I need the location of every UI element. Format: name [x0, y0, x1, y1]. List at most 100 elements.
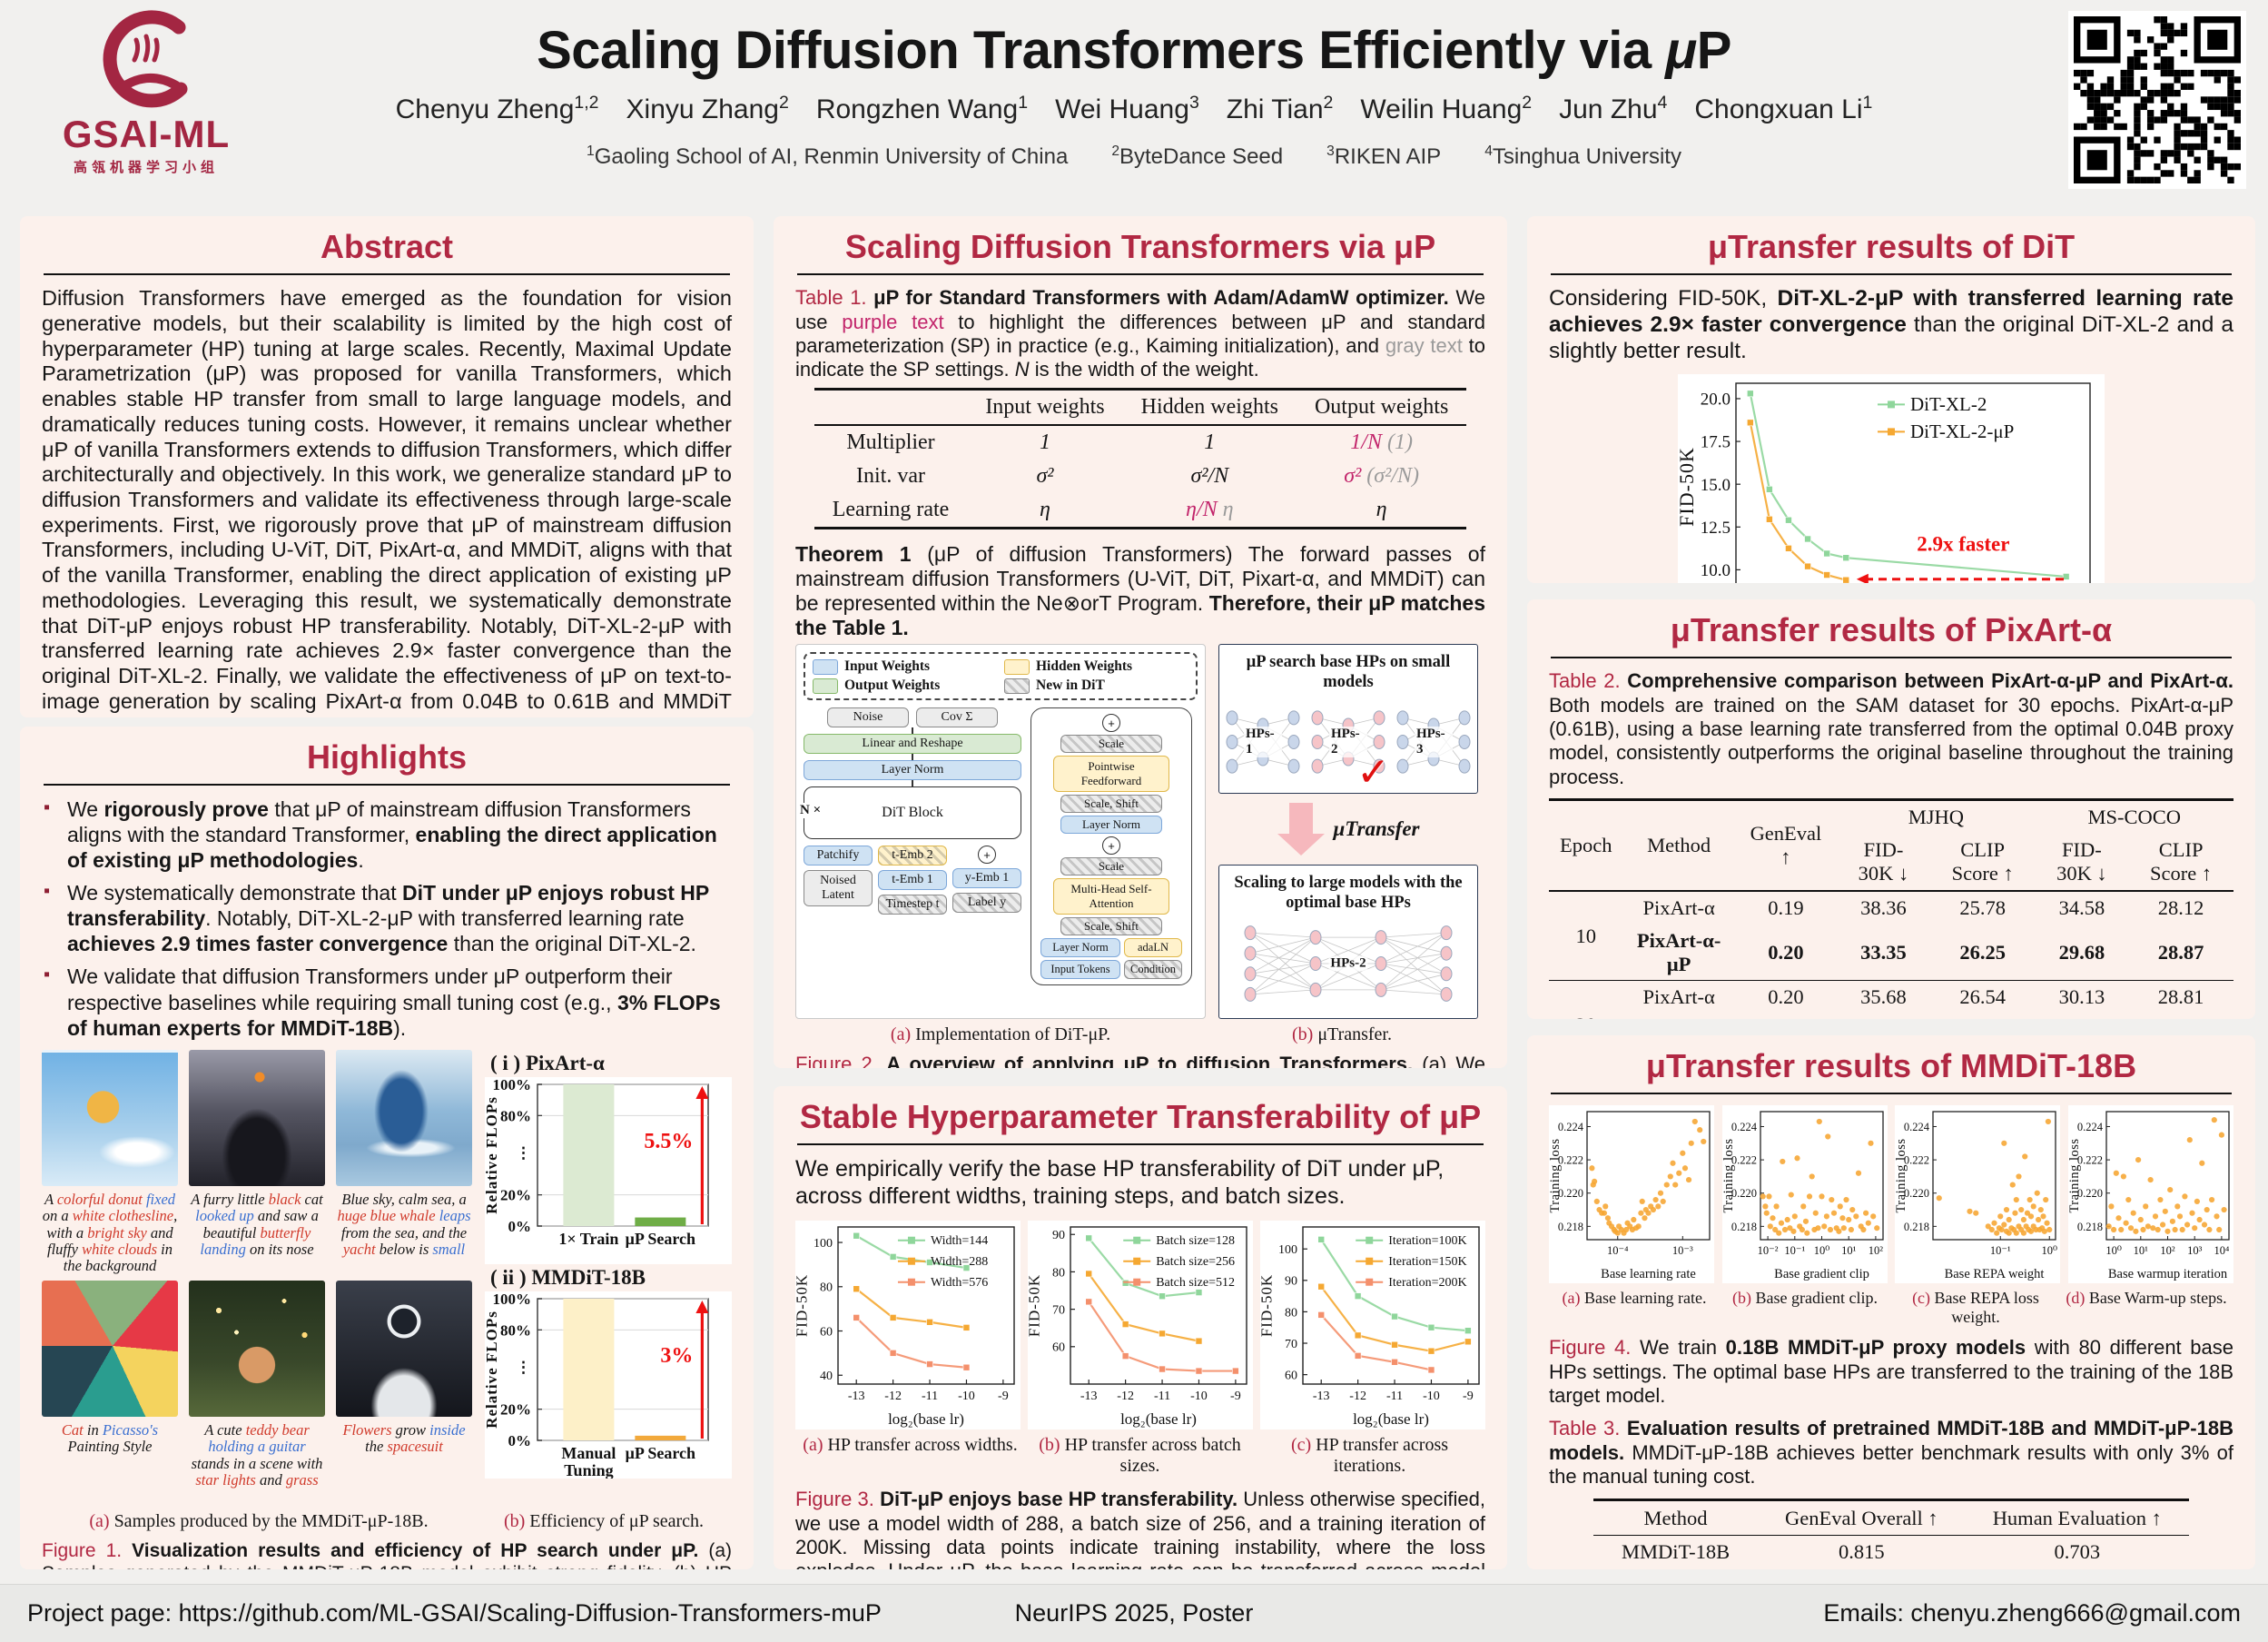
- legend-swatch-icon: [1004, 678, 1030, 694]
- table2-group-header: MJHQ: [1908, 806, 1964, 829]
- divider: [797, 273, 1484, 276]
- text-fragment: η: [1376, 497, 1387, 521]
- divider: [1551, 657, 2232, 659]
- poster-title: Scaling Diffusion Transformers Efficient…: [0, 20, 2268, 81]
- table2-value: 25.78: [1959, 895, 2006, 919]
- text-fragment: We systematically demonstrate that: [67, 881, 402, 905]
- text-fragment: Therefore, their μP matches the Table 1.: [795, 591, 1485, 640]
- table2-value: 28.81: [2157, 985, 2204, 1009]
- bar-chart-title-pixart: ( i ) PixArt-α: [490, 1051, 605, 1074]
- chart-text: 0.224: [1558, 1121, 1584, 1133]
- scatter-point: [1997, 1213, 2004, 1220]
- network-icon: HPs-2 ✓: [1310, 698, 1390, 792]
- text-fragment: achieves 2.9 times faster convergence: [67, 932, 449, 956]
- scatter-point: [1994, 1230, 2000, 1236]
- data-point: [1354, 1352, 1362, 1360]
- highlight-bullet: We rigorously prove that μP of mainstrea…: [44, 796, 732, 873]
- figure1-caption: Figure 1. Visualization results and effi…: [42, 1539, 732, 1569]
- text-fragment: star lights: [195, 1471, 256, 1489]
- text-fragment: Figure 2.: [795, 1053, 878, 1068]
- input-tokens-box: Input Tokens: [1040, 960, 1120, 980]
- data-point: [889, 1253, 897, 1261]
- text-fragment: (a): [890, 1024, 912, 1044]
- theorem1: Theorem 1 (μP of diffusion Transformers)…: [795, 542, 1485, 641]
- chart-text: 60: [1285, 1370, 1297, 1383]
- scatter-point: [2046, 1227, 2053, 1233]
- legend-entry: Width=288: [931, 1255, 988, 1269]
- chart-text: 90: [1285, 1275, 1297, 1289]
- scatter-point: [1604, 1215, 1612, 1222]
- chart-text: -10: [958, 1390, 975, 1403]
- sample-image-whale: [336, 1049, 472, 1186]
- text-fragment: Table 3.: [1549, 1417, 1621, 1440]
- scatter-point: [2216, 1227, 2223, 1233]
- legend-swatch-icon: [813, 658, 838, 675]
- scatter-point: [1670, 1160, 1676, 1167]
- logo-name: GSAI-ML: [62, 113, 231, 155]
- chart-text: 0.222: [2077, 1154, 2103, 1167]
- text-fragment: rigorously prove: [104, 797, 269, 822]
- poster-authors: Chenyu Zheng1,2 Xinyu Zhang2 Rongzhen Wa…: [0, 93, 2268, 125]
- chart-text: -11: [1154, 1390, 1170, 1403]
- data-point: [1785, 516, 1792, 524]
- text-fragment: (σ²/N): [1361, 463, 1419, 488]
- scatter-point: [1848, 1227, 1854, 1233]
- text-fragment: to indicate the SP settings.: [795, 333, 1485, 381]
- scatter-point: [1967, 1208, 1973, 1215]
- scatter-point: [2140, 1227, 2146, 1233]
- scatter-point: [1767, 1223, 1773, 1230]
- label-y-box: Label y: [952, 893, 1021, 914]
- text-fragment: Flowers: [342, 1420, 392, 1439]
- chart-text: ⋮: [516, 1358, 531, 1375]
- scatter-point: [2046, 1119, 2052, 1125]
- scatter-point: [1657, 1190, 1664, 1197]
- scatter-point: [2034, 1190, 2041, 1197]
- data-point: [1766, 515, 1773, 523]
- table2-value: 35.68: [1860, 985, 1907, 1009]
- data-point: [1804, 562, 1811, 570]
- scatter-point: [2038, 1207, 2045, 1213]
- line-chart-svg: -13 -12 -11 -10 -9 40 60 80 100 log₂(base lr) FID-…: [794, 1226, 1015, 1428]
- scatter-point: [1589, 1165, 1595, 1172]
- text-fragment: Comprehensive comparison between PixArt-…: [1620, 669, 2233, 693]
- chart-text: 10⁻¹: [1990, 1244, 2011, 1257]
- dit-block-detail: + Scale Pointwise Feedforward Scale, Shi…: [1030, 707, 1192, 986]
- table3-value: 0.715: [1966, 1568, 2189, 1569]
- scatter-point: [1788, 1192, 1794, 1198]
- chart-text: 70: [1052, 1304, 1065, 1318]
- data-point: [962, 1364, 971, 1371]
- sample-image-cat-butterfly: [189, 1049, 325, 1186]
- scatter-point: [1771, 1227, 1778, 1233]
- scatter-point: [2208, 1197, 2215, 1203]
- table1-cell: 1: [967, 425, 1122, 460]
- legend-item: New in DiT: [1004, 678, 1188, 694]
- scatter-point: [1761, 1203, 1769, 1210]
- text-fragment: on a: [42, 1207, 73, 1225]
- chart-text: 10¹: [2134, 1244, 2149, 1257]
- chart-text: FID-50K: [1678, 447, 1698, 527]
- table2-value: 33.35: [1860, 940, 1907, 964]
- text-fragment: σ²: [1036, 463, 1054, 488]
- scatter-point: [1766, 1193, 1772, 1200]
- data-point: [1391, 1341, 1398, 1349]
- scatter-point: [1799, 1227, 1805, 1233]
- scatter-point: [1623, 1227, 1630, 1233]
- text-fragment: in: [83, 1420, 103, 1439]
- sample-caption: Blue sky, calm sea, a huge blue whale le…: [336, 1191, 472, 1275]
- text-fragment: Figure 3.: [795, 1488, 874, 1511]
- scatter-point: [2164, 1228, 2171, 1235]
- chart-text: -13: [848, 1390, 865, 1403]
- text-fragment: 1/N: [1350, 430, 1382, 454]
- chart-text: -11: [1386, 1390, 1403, 1403]
- scatter-point: [1631, 1217, 1637, 1223]
- scatter-point: [2004, 1207, 2010, 1213]
- scatter-point: [1809, 1173, 1815, 1180]
- scatter-point: [2118, 1227, 2125, 1233]
- text-fragment: [1068, 144, 1111, 169]
- text-fragment: and saw a beautiful: [202, 1207, 319, 1241]
- text-fragment: 1: [1039, 430, 1050, 454]
- table2-header: Epoch: [1560, 834, 1612, 857]
- text-fragment: HP transfer across widths.: [823, 1435, 1018, 1456]
- series-Batch size=128: [1085, 1234, 1203, 1301]
- data-point: [1464, 1327, 1472, 1335]
